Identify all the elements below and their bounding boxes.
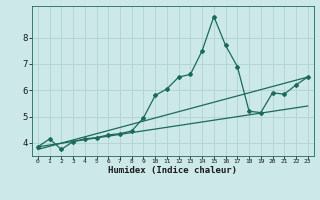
X-axis label: Humidex (Indice chaleur): Humidex (Indice chaleur) xyxy=(108,166,237,175)
